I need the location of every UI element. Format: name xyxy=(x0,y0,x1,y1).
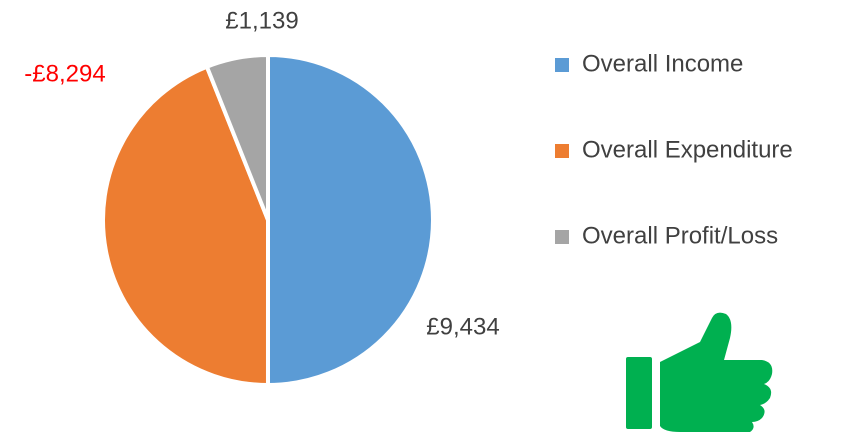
data-label: -£8,294 xyxy=(24,60,105,87)
data-label: £1,139 xyxy=(225,7,298,34)
pie-slice xyxy=(101,64,270,387)
data-label: £9,434 xyxy=(426,313,499,340)
pie-slice xyxy=(265,53,435,387)
legend-label: Overall Profit/Loss xyxy=(582,222,778,249)
legend-label: Overall Income xyxy=(582,50,743,77)
thumbs-up-icon xyxy=(626,312,773,432)
pie-slice xyxy=(204,53,270,222)
legend-swatch xyxy=(555,230,569,244)
legend-label: Overall Expenditure xyxy=(582,136,793,163)
legend-swatch xyxy=(555,58,569,72)
legend-swatch xyxy=(555,144,569,158)
